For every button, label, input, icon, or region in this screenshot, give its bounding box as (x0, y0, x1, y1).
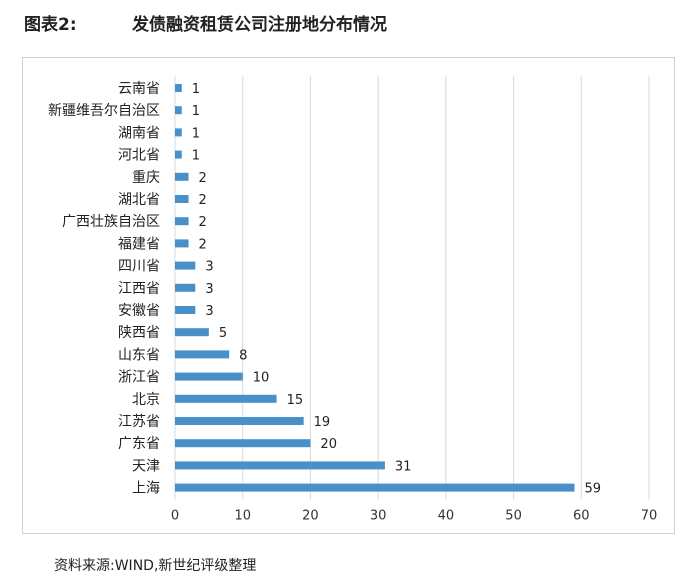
data-label: 2 (199, 215, 207, 230)
bar (175, 239, 189, 248)
category-label: 陕西省 (118, 325, 160, 341)
data-label: 1 (192, 104, 200, 119)
x-tick-labels: 0 10 20 30 40 50 60 70 (171, 509, 657, 524)
category-label: 安徽省 (118, 303, 160, 319)
bar (175, 261, 196, 270)
category-label: 新疆维吾尔自治区 (48, 103, 160, 119)
data-label: 5 (219, 326, 227, 341)
category-label: 湖北省 (118, 192, 160, 208)
category-label: 山东省 (118, 347, 160, 363)
category-label: 云南省 (118, 81, 160, 97)
category-label: 湖南省 (118, 125, 160, 141)
data-label: 20 (320, 437, 337, 452)
data-label: 1 (192, 126, 200, 141)
bar (175, 106, 182, 115)
x-tick-label: 0 (171, 509, 179, 524)
data-label: 10 (253, 371, 270, 386)
data-label: 19 (314, 415, 331, 430)
bar (175, 150, 182, 159)
x-tick-label: 40 (438, 509, 455, 524)
data-label: 3 (205, 260, 213, 275)
category-labels: 云南省新疆维吾尔自治区湖南省河北省重庆湖北省广西壮族自治区福建省四川省江西省安徽… (48, 81, 160, 497)
x-tick-label: 10 (234, 509, 251, 524)
source-note: 资料来源:WIND,新世纪评级整理 (54, 558, 257, 574)
figure-label: 图表2: (24, 15, 77, 35)
bar (175, 461, 385, 470)
data-label: 1 (192, 149, 200, 164)
category-label: 天津 (132, 458, 160, 474)
x-tick-label: 70 (641, 509, 658, 524)
category-label: 广西壮族自治区 (62, 214, 160, 230)
category-label: 河北省 (118, 148, 160, 164)
category-label: 北京 (132, 392, 160, 408)
data-label: 2 (199, 171, 207, 186)
category-label: 重庆 (132, 170, 160, 186)
data-label: 3 (205, 304, 213, 319)
data-label: 1 (192, 82, 200, 97)
data-label: 3 (205, 282, 213, 297)
bar (175, 394, 277, 403)
figure-header: 图表2: 发债融资租赁公司注册地分布情况 (24, 10, 387, 35)
bar (175, 217, 189, 226)
bar (175, 350, 230, 359)
category-label: 四川省 (118, 259, 160, 275)
bar (175, 417, 304, 425)
bar (175, 372, 243, 381)
gridlines (174, 76, 650, 500)
bar (175, 328, 209, 337)
bar (175, 172, 189, 181)
data-label: 31 (395, 459, 412, 474)
category-label: 福建省 (118, 236, 160, 252)
bar (175, 439, 311, 448)
x-tick-label: 60 (573, 509, 590, 524)
category-label: 浙江省 (118, 370, 160, 386)
category-label: 江苏省 (118, 414, 160, 430)
data-label: 2 (199, 193, 207, 208)
category-label: 江西省 (118, 281, 160, 297)
data-label: 2 (199, 237, 207, 252)
category-label: 上海 (132, 481, 160, 497)
bar (175, 483, 575, 492)
bar (175, 306, 196, 314)
bar (175, 128, 182, 137)
category-label: 广东省 (118, 436, 160, 452)
x-tick-label: 50 (505, 509, 522, 524)
bar (175, 283, 196, 292)
chart-title: 发债融资租赁公司注册地分布情况 (132, 15, 387, 35)
bar (175, 84, 182, 92)
bar (175, 195, 189, 203)
bars (175, 84, 575, 492)
data-label: 8 (239, 348, 247, 363)
x-tick-label: 30 (370, 509, 387, 524)
data-label: 59 (585, 482, 602, 497)
chart-frame: 1 1 1 1 2 2 2 2 3 3 3 5 8 10 15 19 20 31 59 云南省 新疆维吾尔自治区 湖南省… (22, 57, 675, 534)
x-tick-label: 20 (302, 509, 319, 524)
data-label: 15 (287, 393, 304, 408)
